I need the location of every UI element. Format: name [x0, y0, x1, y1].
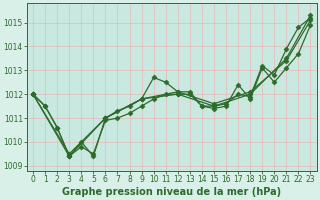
X-axis label: Graphe pression niveau de la mer (hPa): Graphe pression niveau de la mer (hPa): [62, 187, 281, 197]
